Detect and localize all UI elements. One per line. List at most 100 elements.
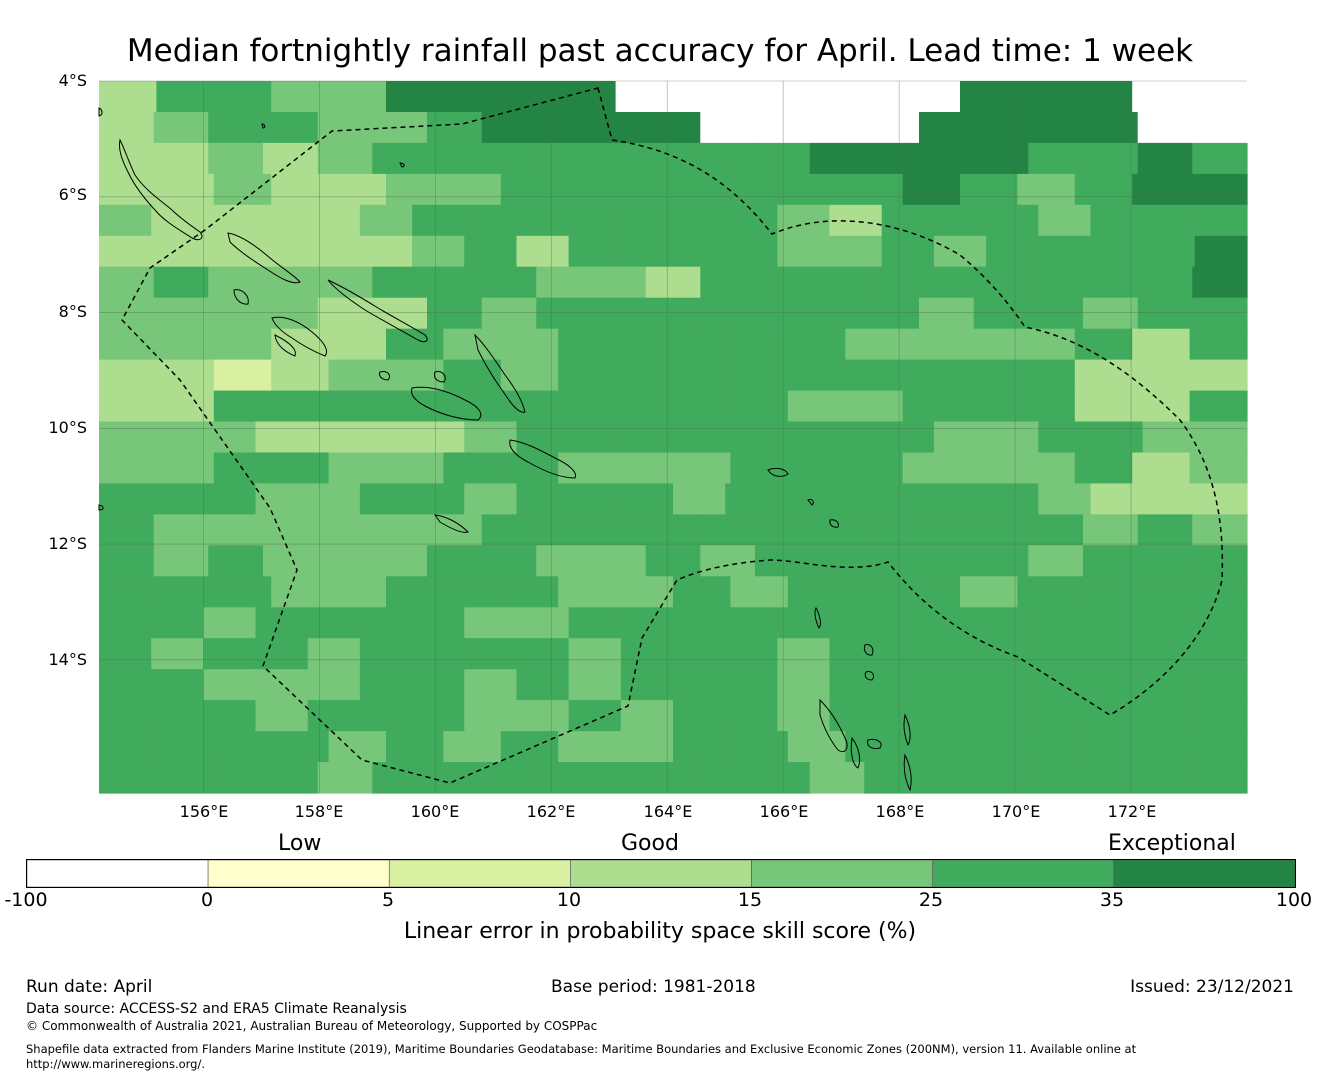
skill-cell [787,81,846,113]
skill-cell [99,452,157,485]
skill-cell [481,545,537,577]
skill-cell [500,328,559,361]
skill-cell [208,545,264,577]
skill-cell [99,328,157,361]
data-source: Data source: ACCESS-S2 and ERA5 Climate … [26,1001,407,1017]
skill-cell [328,390,387,423]
skill-cell [558,731,617,763]
skill-cell [1192,297,1248,330]
skill-cell [902,731,961,763]
skill-cell [755,266,811,299]
skill-cell [620,204,674,237]
skill-cell [673,204,726,237]
skill-cell [755,514,811,546]
skill-cell [973,142,1029,175]
skill-cell [645,762,701,794]
skill-cell [1192,142,1248,175]
skill-cell [700,545,756,577]
lon-label-166e: 166°E [759,802,809,821]
skill-cell [255,235,309,268]
skill-cell [1090,669,1144,701]
skill-cell [427,762,483,794]
island-santa-cruz-3 [807,499,814,506]
skill-cell [615,359,674,392]
skill-cell [151,204,204,237]
skill-cell [845,452,904,485]
skill-cell [255,700,309,732]
lat-label-10s: 10°S [48,418,87,437]
skill-cell [213,173,272,206]
lon-label-164e: 164°E [643,802,693,821]
skill-cell [1017,452,1076,485]
skill-cell [481,514,537,546]
skill-cell [99,762,155,794]
skill-cell [271,390,330,423]
island-rendova [274,334,296,357]
skill-cell [960,173,1018,206]
skill-cell [1074,390,1133,423]
skill-cell [359,421,413,454]
skill-cell [787,731,846,763]
skill-cell [730,173,789,206]
skill-cell [443,576,502,608]
skill-cell [809,545,865,577]
skill-cell [558,390,617,423]
skill-cell [153,297,209,330]
skill-cell [99,421,152,454]
skill-cell [263,762,319,794]
skill-cell [864,112,920,144]
skill-cell [777,607,831,639]
skill-cell [1090,421,1144,454]
skill-cell [317,545,373,577]
skill-cell [730,359,789,392]
skill-cell [1132,390,1191,423]
skill-cell [263,514,319,546]
skill-cell [1017,359,1076,392]
skill-cell [99,607,152,639]
skill-cell [881,204,935,237]
lon-label-172e: 172°E [1107,802,1157,821]
skill-cell [673,359,731,392]
skill-cell [213,390,272,423]
skill-cell [464,421,518,454]
skill-cell [919,545,975,577]
skill-cell [700,266,756,299]
skill-cell [1194,483,1248,515]
island-santa-cruz-1 [767,467,789,477]
skill-cell [845,81,904,113]
skill-cell [673,173,731,206]
skill-cell [568,235,622,268]
skill-cell [307,638,361,670]
skill-cell [271,328,330,361]
skill-cell [99,204,152,237]
skill-cell [1189,328,1248,361]
skill-cell [787,390,846,423]
skill-cell [558,81,617,113]
skill-cell [1142,669,1196,701]
skill-cell [1189,731,1248,763]
skill-cell [568,700,622,732]
skill-cell [536,762,592,794]
skill-cell [328,173,387,206]
skill-cell [443,173,502,206]
skill-cell [829,669,883,701]
issued-date: Issued: 23/12/2021 [1130,977,1294,997]
skill-cell [558,359,617,392]
skill-cell [1083,545,1139,577]
skill-cell [1017,328,1076,361]
skill-cell [500,576,559,608]
skill-cell [443,452,502,485]
skill-cell [902,173,961,206]
island-torres [814,606,821,629]
skill-cell [986,669,1039,701]
island-florida [434,371,446,383]
skill-cell [464,669,518,701]
skill-cell [151,421,204,454]
skill-cell [725,421,778,454]
skill-cell [1142,235,1196,268]
colorbar-swatch [26,859,209,888]
skill-cell [427,514,483,546]
skill-cell [809,514,865,546]
skill-cell [829,204,883,237]
skill-cell [933,421,987,454]
